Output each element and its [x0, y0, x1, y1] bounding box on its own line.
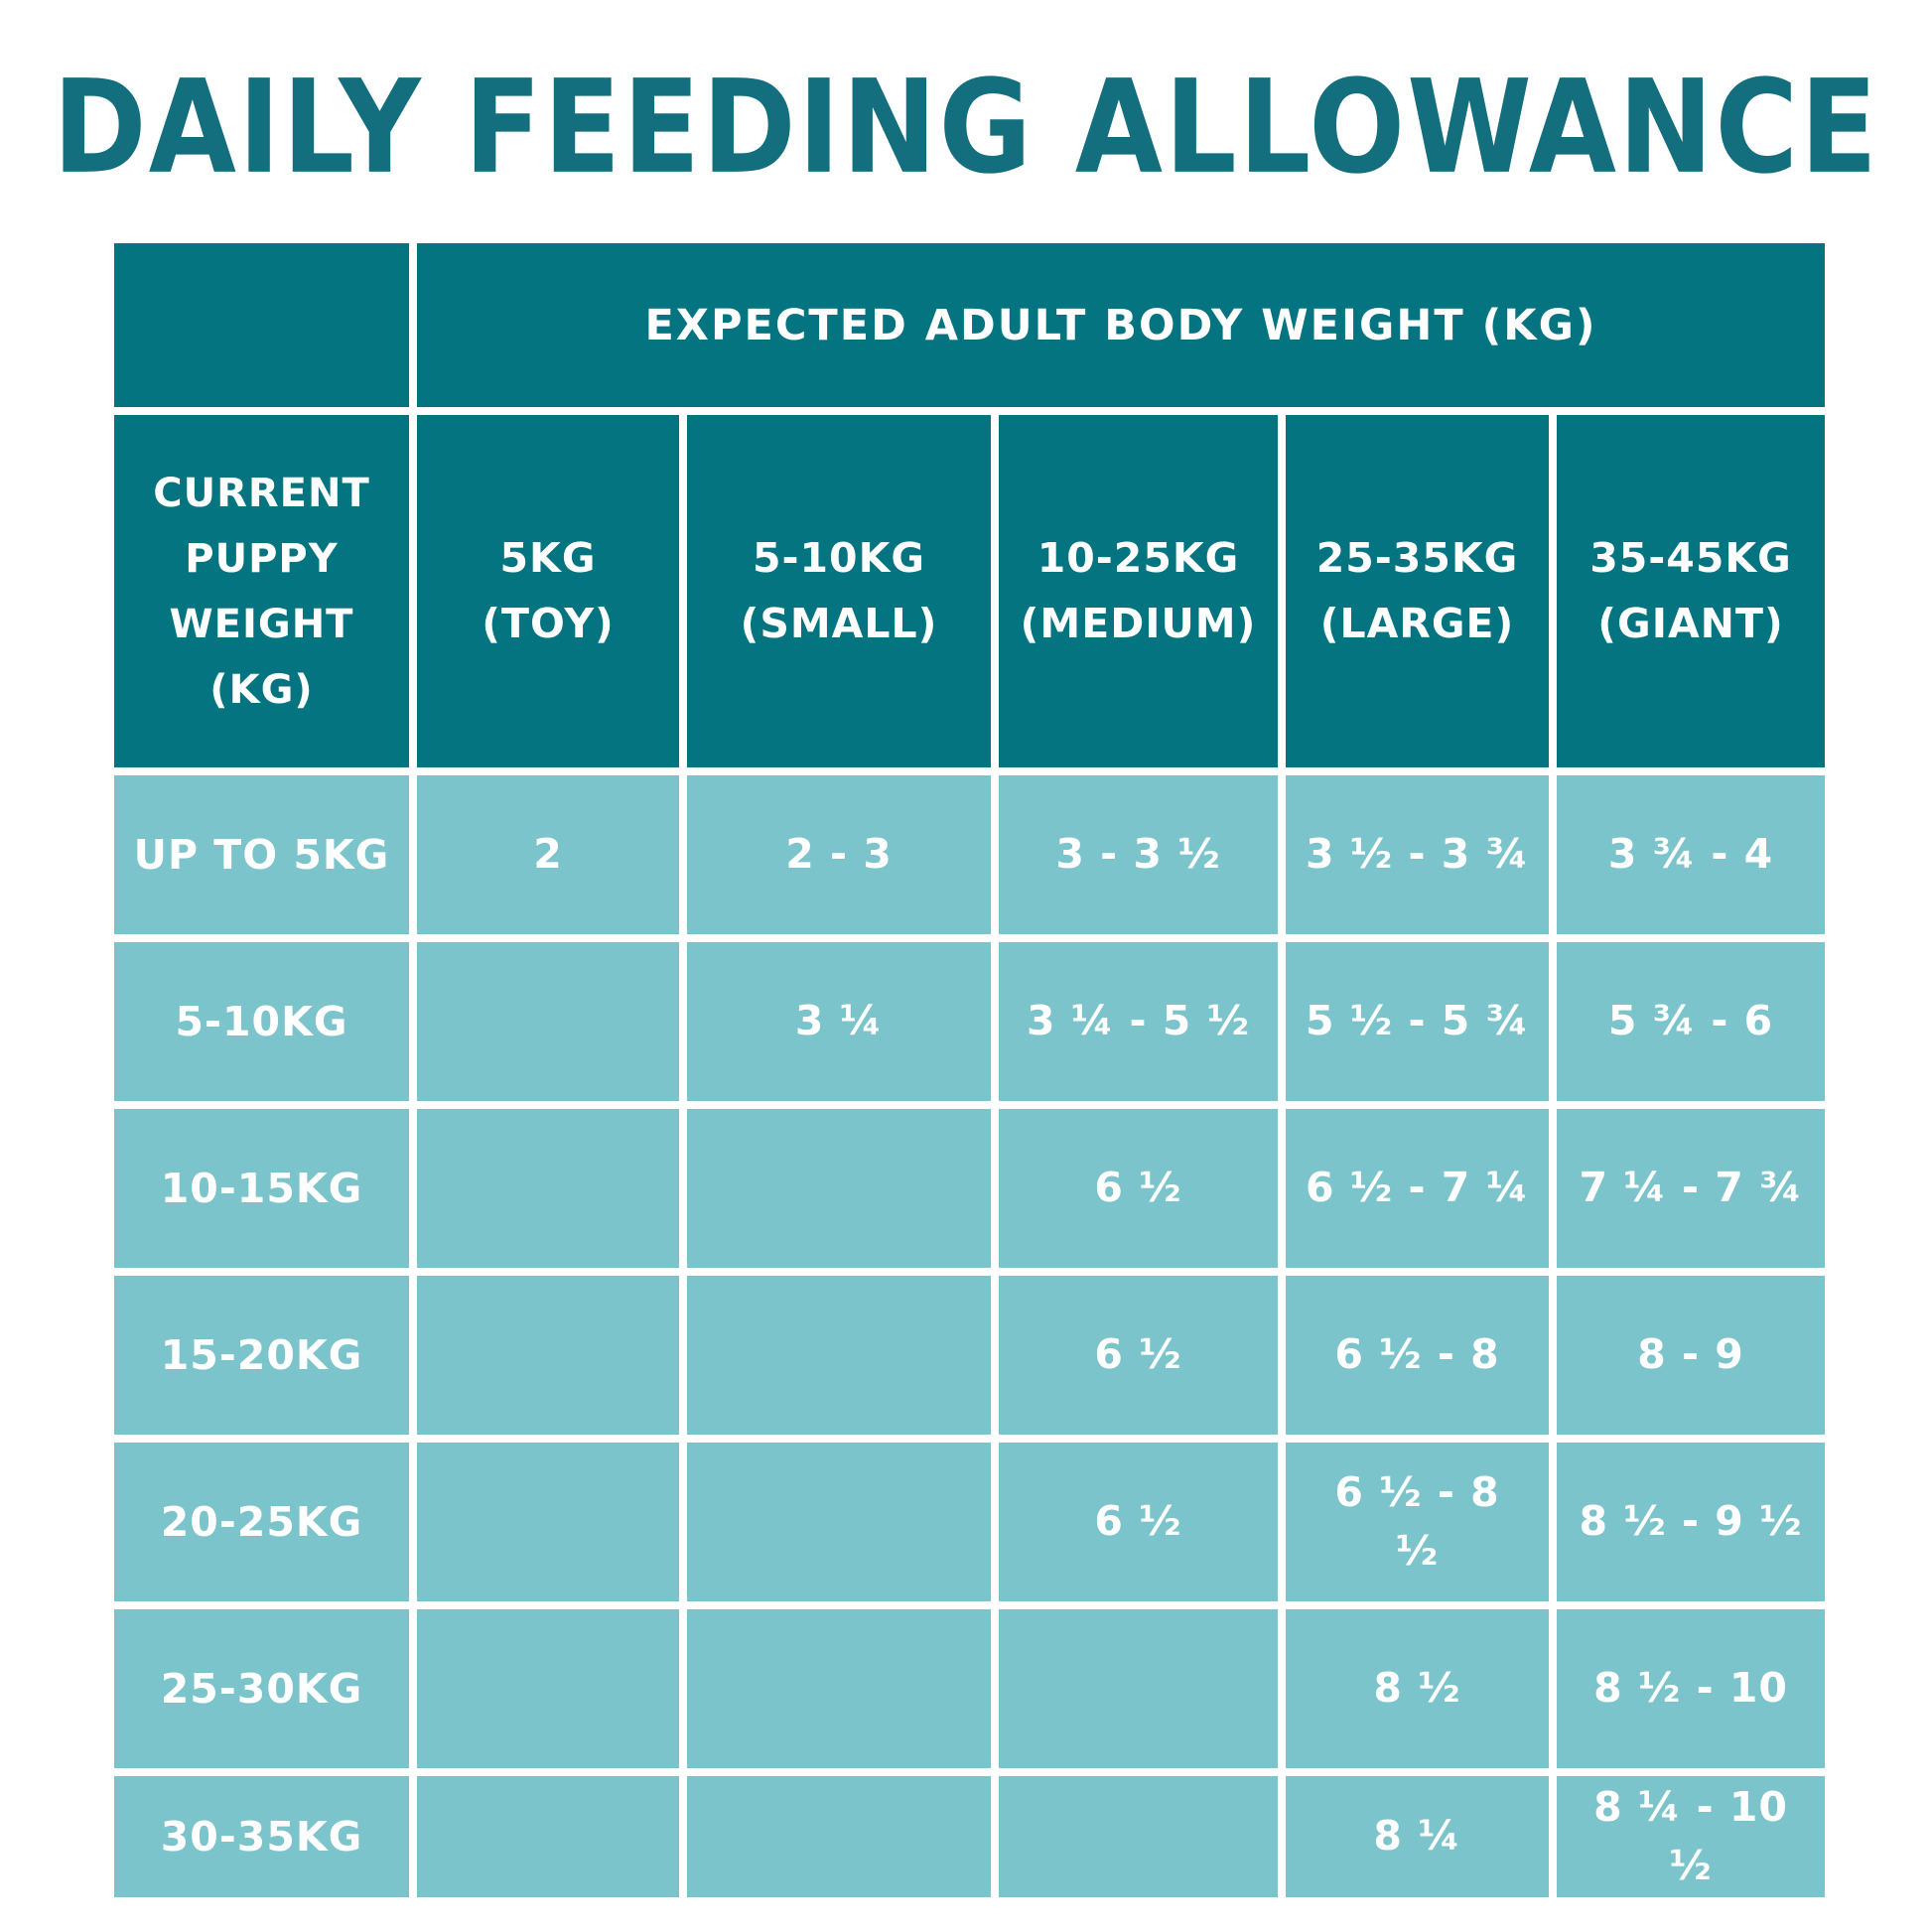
table-cell: 2 — [417, 775, 679, 934]
table-cell: 6 ½ — [999, 1443, 1278, 1601]
table-cell: 5 ½ - 5 ¾ — [1286, 942, 1549, 1101]
column-range: 5KG — [499, 533, 597, 582]
row-group-header: CURRENT PUPPY WEIGHT (KG) — [114, 415, 409, 767]
column-range: 5-10KG — [752, 533, 926, 582]
row-label-15-20kg: 15-20KG — [114, 1276, 409, 1435]
table-cell: 6 ½ — [999, 1276, 1278, 1435]
table-cell: 6 ½ - 7 ¼ — [1286, 1109, 1549, 1268]
table-cell: 7 ¼ - 7 ¾ — [1557, 1109, 1825, 1268]
column-size: (GIANT) — [1597, 599, 1784, 647]
column-size: (SMALL) — [740, 599, 938, 647]
table-cell: 8 ½ — [1286, 1609, 1549, 1768]
table-cell — [417, 1443, 679, 1601]
table-cell — [417, 1109, 679, 1268]
row-label-20-25kg: 20-25KG — [114, 1443, 409, 1601]
table-cell: 3 ¾ - 4 — [1557, 775, 1825, 934]
table-cell — [417, 1609, 679, 1768]
row-label-up-to-5kg: UP TO 5KG — [114, 775, 409, 934]
table-cell: 3 ¼ - 5 ½ — [999, 942, 1278, 1101]
table-cell: 3 ½ - 3 ¾ — [1286, 775, 1549, 934]
table-cell — [999, 1609, 1278, 1768]
table-cell: 5 ¾ - 6 — [1557, 942, 1825, 1101]
table-cell: 2 - 3 — [687, 775, 991, 934]
table-cell — [417, 1776, 679, 1897]
table-cell: 3 ¼ — [687, 942, 991, 1101]
table-cell: 6 ½ — [999, 1109, 1278, 1268]
table-cell — [687, 1109, 991, 1268]
column-header-large: 25-35KG (LARGE) — [1286, 415, 1549, 767]
corner-cell — [114, 243, 409, 407]
column-header-toy: 5KG (TOY) — [417, 415, 679, 767]
table-cell — [687, 1609, 991, 1768]
page-title: DAILY FEEDING ALLOWANCE — [53, 52, 1879, 203]
column-header-giant: 35-45KG (GIANT) — [1557, 415, 1825, 767]
column-size: (LARGE) — [1319, 599, 1515, 647]
column-range: 35-45KG — [1589, 533, 1792, 582]
table-cell: 8 ¼ — [1286, 1776, 1549, 1897]
column-size: (TOY) — [482, 599, 615, 647]
column-range: 10-25KG — [1036, 533, 1240, 582]
table-cell: 8 - 9 — [1557, 1276, 1825, 1435]
row-label-5-10kg: 5-10KG — [114, 942, 409, 1101]
column-range: 25-35KG — [1315, 533, 1519, 582]
feeding-allowance-table: EXPECTED ADULT BODY WEIGHT (KG) CURRENT … — [114, 243, 1825, 1897]
table-cell — [687, 1776, 991, 1897]
column-header-medium: 10-25KG (MEDIUM) — [999, 415, 1278, 767]
column-header-small: 5-10KG (SMALL) — [687, 415, 991, 767]
table-cell: 6 ½ - 8 ½ — [1286, 1443, 1549, 1601]
row-label-10-15kg: 10-15KG — [114, 1109, 409, 1268]
table-cell: 3 - 3 ½ — [999, 775, 1278, 934]
table-cell — [687, 1443, 991, 1601]
row-label-30-35kg: 30-35KG — [114, 1776, 409, 1897]
table-cell — [999, 1776, 1278, 1897]
table-cell: 8 ½ - 10 — [1557, 1609, 1825, 1768]
table-cell — [417, 942, 679, 1101]
row-label-25-30kg: 25-30KG — [114, 1609, 409, 1768]
table-cell: 8 ½ - 9 ½ — [1557, 1443, 1825, 1601]
table-cell — [417, 1276, 679, 1435]
table-cell — [687, 1276, 991, 1435]
adult-weight-group-header: EXPECTED ADULT BODY WEIGHT (KG) — [417, 243, 1825, 407]
table-cell: 8 ¼ - 10 ½ — [1557, 1776, 1825, 1897]
table-cell: 6 ½ - 8 — [1286, 1276, 1549, 1435]
column-size: (MEDIUM) — [1020, 599, 1257, 647]
